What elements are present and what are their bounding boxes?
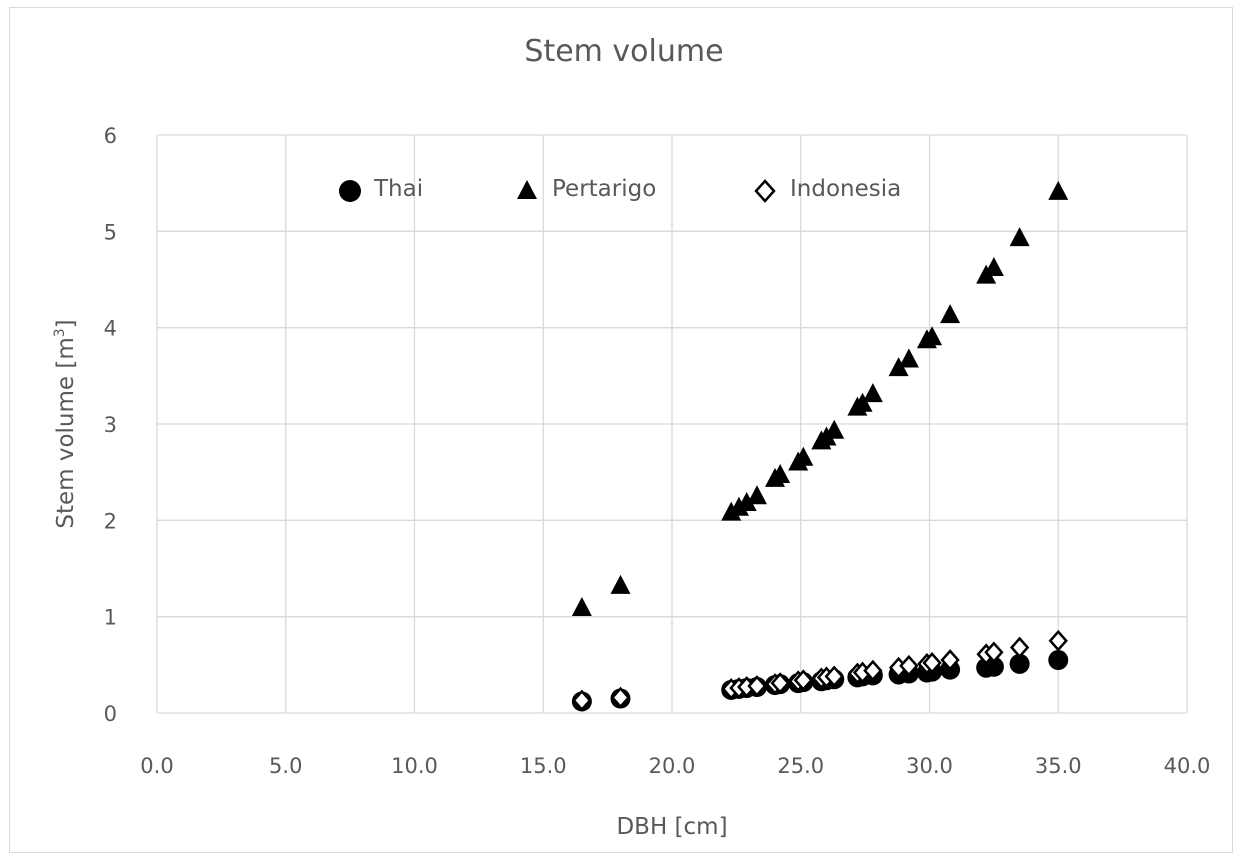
y-tick-label: 4 bbox=[104, 317, 117, 341]
x-tick-label: 30.0 bbox=[906, 754, 953, 778]
data-points bbox=[571, 180, 1069, 712]
point-pertarigo bbox=[571, 596, 592, 616]
point-indonesia bbox=[922, 652, 942, 674]
point-indonesia bbox=[793, 669, 813, 692]
gridlines bbox=[156, 134, 1188, 714]
legend: Thai Pertarigo Indonesia bbox=[339, 176, 901, 203]
legend-label-pertarigo: Pertarigo bbox=[552, 176, 656, 202]
point-pertarigo bbox=[746, 485, 767, 505]
x-axis-ticks: 0.0 5.0 10.0 15.0 20.0 25.0 30.0 35.0 40.0 bbox=[140, 754, 1210, 778]
legend-item-pertarigo: Pertarigo bbox=[517, 176, 656, 202]
chart-title: Stem volume bbox=[524, 34, 724, 69]
point-indonesia bbox=[984, 641, 1004, 664]
x-tick-label: 25.0 bbox=[777, 754, 824, 778]
x-tick-label: 5.0 bbox=[269, 754, 302, 778]
point-pertarigo bbox=[728, 496, 749, 516]
chart-frame bbox=[9, 7, 1233, 853]
point-indonesia bbox=[747, 675, 767, 697]
x-tick-label: 0.0 bbox=[140, 754, 173, 778]
legend-circle-marker bbox=[339, 180, 361, 202]
y-axis-title-main: Stem volume [m bbox=[53, 337, 79, 528]
point-indonesia bbox=[824, 665, 844, 688]
y-axis-title-end: ] bbox=[53, 319, 79, 328]
point-thai bbox=[1048, 650, 1069, 671]
point-pertarigo bbox=[1048, 180, 1069, 200]
point-pertarigo bbox=[721, 501, 742, 521]
y-tick-label: 1 bbox=[104, 606, 117, 630]
point-pertarigo bbox=[824, 419, 845, 439]
y-axis-title: Stem volume [m3] bbox=[52, 319, 79, 528]
point-indonesia bbox=[899, 654, 919, 677]
point-indonesia bbox=[610, 686, 631, 709]
point-pertarigo bbox=[1009, 227, 1030, 247]
x-tick-label: 10.0 bbox=[391, 754, 438, 778]
point-pertarigo bbox=[940, 304, 961, 324]
x-tick-label: 40.0 bbox=[1164, 754, 1211, 778]
point-indonesia bbox=[863, 659, 883, 682]
y-tick-label: 6 bbox=[104, 124, 117, 148]
point-indonesia bbox=[1009, 636, 1030, 659]
legend-item-indonesia: Indonesia bbox=[754, 176, 901, 203]
x-tick-label: 35.0 bbox=[1035, 754, 1082, 778]
point-pertarigo bbox=[888, 357, 909, 377]
point-thai bbox=[1009, 653, 1030, 674]
x-tick-label: 20.0 bbox=[649, 754, 696, 778]
series-pertarigo bbox=[571, 180, 1069, 616]
x-axis-title: DBH [cm] bbox=[616, 814, 727, 840]
y-tick-label: 3 bbox=[104, 413, 117, 437]
point-indonesia bbox=[940, 649, 960, 671]
point-pertarigo bbox=[610, 574, 631, 594]
point-indonesia bbox=[1048, 629, 1068, 652]
point-indonesia bbox=[770, 672, 790, 695]
y-axis-ticks: 0 1 2 3 4 5 6 bbox=[104, 124, 117, 726]
legend-item-thai: Thai bbox=[339, 176, 423, 202]
y-tick-label: 0 bbox=[104, 702, 117, 726]
legend-diamond-marker bbox=[754, 179, 776, 203]
x-tick-label: 15.0 bbox=[520, 754, 567, 778]
point-pertarigo bbox=[898, 348, 919, 368]
point-pertarigo bbox=[862, 383, 883, 403]
point-pertarigo bbox=[852, 392, 873, 412]
point-pertarigo bbox=[922, 326, 943, 346]
point-pertarigo bbox=[770, 464, 791, 484]
legend-label-indonesia: Indonesia bbox=[790, 176, 901, 202]
point-pertarigo bbox=[736, 491, 757, 511]
point-indonesia bbox=[572, 689, 592, 712]
legend-label-thai: Thai bbox=[373, 176, 423, 202]
point-pertarigo bbox=[793, 446, 814, 466]
series-indonesia bbox=[572, 629, 1068, 712]
point-pertarigo bbox=[983, 256, 1004, 276]
y-tick-label: 2 bbox=[104, 509, 117, 533]
y-axis-title-sup: 3 bbox=[52, 328, 68, 337]
y-tick-label: 5 bbox=[104, 220, 117, 244]
legend-triangle-marker bbox=[517, 180, 537, 199]
